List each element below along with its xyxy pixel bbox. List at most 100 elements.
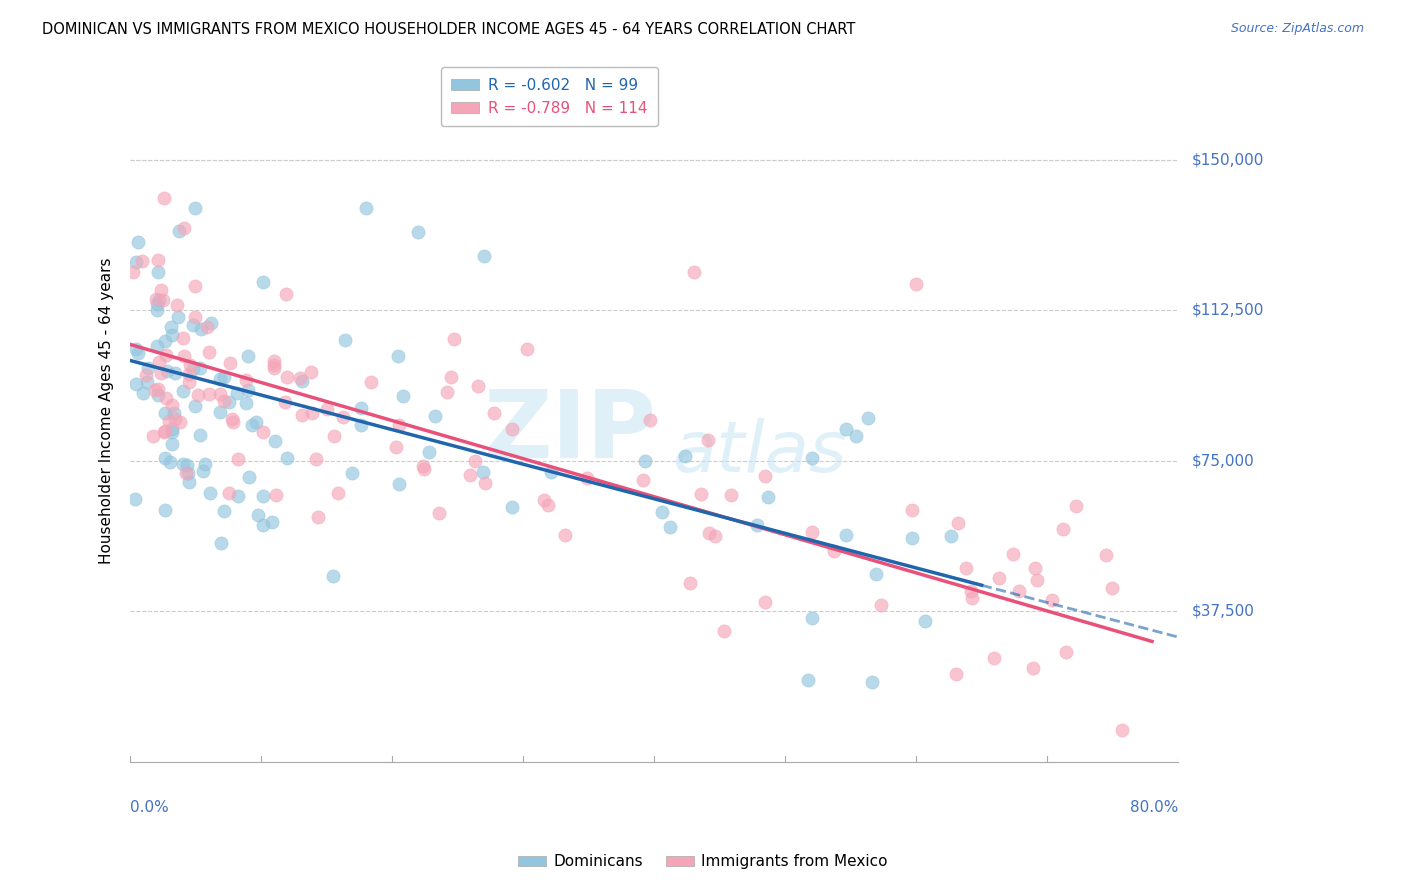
Point bbox=[252, 275, 274, 289]
Point bbox=[472, 249, 495, 263]
Point bbox=[443, 333, 465, 347]
Point bbox=[125, 342, 148, 356]
Point bbox=[305, 452, 328, 467]
Y-axis label: Householder Income Ages 45 - 64 years: Householder Income Ages 45 - 64 years bbox=[100, 258, 114, 564]
Point bbox=[198, 386, 221, 401]
Point bbox=[173, 221, 195, 235]
Point bbox=[172, 458, 194, 472]
Point bbox=[484, 406, 506, 420]
Point bbox=[800, 610, 823, 624]
Point bbox=[326, 486, 349, 500]
Point bbox=[163, 406, 186, 420]
Text: $150,000: $150,000 bbox=[1192, 153, 1264, 168]
Point bbox=[651, 505, 673, 519]
Point bbox=[136, 375, 159, 389]
Point bbox=[845, 429, 868, 443]
Point bbox=[905, 277, 928, 292]
Point bbox=[143, 383, 166, 397]
Point bbox=[754, 469, 776, 483]
Point bbox=[252, 489, 274, 503]
Point bbox=[467, 379, 489, 393]
Point bbox=[166, 298, 188, 312]
Point bbox=[179, 368, 201, 382]
Point bbox=[408, 225, 430, 239]
Point bbox=[901, 503, 924, 517]
Point bbox=[193, 464, 215, 478]
Point bbox=[238, 469, 260, 483]
Point bbox=[263, 358, 285, 372]
Point bbox=[350, 418, 373, 433]
Point bbox=[226, 489, 249, 503]
Point bbox=[146, 339, 169, 353]
Point bbox=[155, 348, 177, 362]
Point bbox=[264, 434, 287, 448]
Point bbox=[209, 535, 232, 549]
Text: ZIP: ZIP bbox=[484, 385, 657, 478]
Point bbox=[212, 369, 235, 384]
Point bbox=[835, 528, 858, 542]
Point bbox=[385, 440, 408, 454]
Point bbox=[166, 310, 188, 324]
Point bbox=[800, 451, 823, 466]
Point bbox=[945, 666, 967, 681]
Point bbox=[209, 372, 232, 386]
Point bbox=[342, 467, 364, 481]
Point bbox=[274, 394, 297, 409]
Point bbox=[222, 415, 245, 429]
Point bbox=[165, 412, 187, 426]
Point bbox=[754, 595, 776, 609]
Point bbox=[246, 508, 269, 523]
Point bbox=[131, 385, 153, 400]
Point bbox=[225, 386, 247, 401]
Point bbox=[146, 388, 169, 402]
Point bbox=[350, 401, 373, 415]
Point bbox=[184, 279, 207, 293]
Point bbox=[188, 360, 211, 375]
Point bbox=[160, 320, 183, 334]
Point bbox=[987, 570, 1010, 584]
Point bbox=[634, 454, 657, 468]
Point bbox=[146, 303, 169, 318]
Point bbox=[299, 365, 322, 379]
Point bbox=[720, 488, 742, 502]
Point bbox=[153, 450, 176, 465]
Point bbox=[1021, 661, 1043, 675]
Point bbox=[955, 561, 977, 575]
Point bbox=[274, 286, 297, 301]
Point bbox=[354, 201, 377, 215]
Point bbox=[160, 437, 183, 451]
Point bbox=[633, 473, 655, 487]
Point bbox=[756, 490, 779, 504]
Point bbox=[1111, 723, 1133, 737]
Point bbox=[153, 191, 176, 205]
Point bbox=[1101, 581, 1123, 595]
Point bbox=[412, 461, 434, 475]
Point bbox=[673, 449, 696, 463]
Text: $37,500: $37,500 bbox=[1192, 604, 1256, 619]
Point bbox=[135, 368, 157, 382]
Point bbox=[172, 384, 194, 398]
Point bbox=[869, 599, 891, 613]
Point bbox=[388, 476, 411, 491]
Point bbox=[160, 398, 183, 412]
Point bbox=[200, 317, 222, 331]
Point bbox=[1064, 500, 1087, 514]
Point bbox=[142, 429, 165, 443]
Point bbox=[276, 369, 298, 384]
Point bbox=[427, 506, 450, 520]
Point bbox=[181, 318, 204, 332]
Point bbox=[391, 389, 413, 403]
Point bbox=[245, 415, 267, 429]
Point bbox=[179, 475, 201, 490]
Point bbox=[209, 386, 232, 401]
Point bbox=[153, 503, 176, 517]
Point bbox=[177, 375, 200, 389]
Point bbox=[236, 349, 259, 363]
Point bbox=[697, 526, 720, 541]
Text: 80.0%: 80.0% bbox=[1130, 800, 1178, 815]
Point bbox=[174, 466, 197, 480]
Point bbox=[1052, 522, 1074, 536]
Point bbox=[858, 411, 880, 425]
Point bbox=[1025, 573, 1047, 587]
Point bbox=[533, 493, 555, 508]
